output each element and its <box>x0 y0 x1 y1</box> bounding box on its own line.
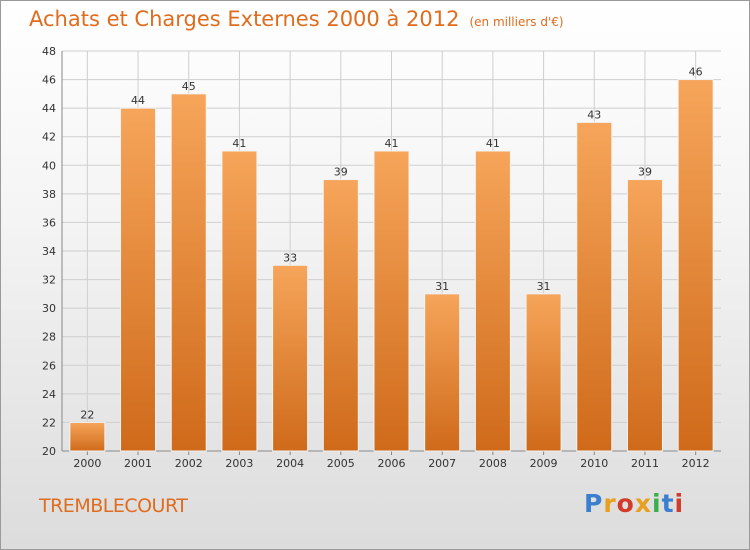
x-tick-label-2011: 2011 <box>631 457 659 470</box>
value-label-2001: 44 <box>131 94 145 107</box>
x-tick-label-2008: 2008 <box>479 457 507 470</box>
chart-title-text: Achats et Charges Externes 2000 à 2012 <box>29 7 460 31</box>
bar-2002 <box>170 93 207 452</box>
value-label-2007: 31 <box>435 280 449 293</box>
value-label-2003: 41 <box>232 137 246 150</box>
logo-letter: o <box>616 489 635 518</box>
y-tick-label: 48 <box>42 45 56 58</box>
logo-letter: P <box>584 489 604 518</box>
bar-2005 <box>322 179 359 452</box>
x-tick-label-2000: 2000 <box>73 457 101 470</box>
labels: 20 22 24 26 28 30 32 34 36 38 40 42 44 46 48 22 2000 44 20… <box>42 45 710 470</box>
logo-letter: r <box>603 489 617 518</box>
x-tick-label-2003: 2003 <box>225 457 253 470</box>
bar-2008 <box>474 150 511 452</box>
y-tick-label: 46 <box>42 74 56 87</box>
y-tick-label: 22 <box>42 416 56 429</box>
value-label-2005: 39 <box>334 166 348 179</box>
y-tick-label: 40 <box>42 159 56 172</box>
x-tick-label-2007: 2007 <box>428 457 456 470</box>
value-label-2012: 46 <box>689 66 703 79</box>
bar-2010 <box>576 121 613 452</box>
x-tick-label-2004: 2004 <box>276 457 304 470</box>
y-tick-label: 42 <box>42 131 56 144</box>
x-tick-label-2001: 2001 <box>124 457 152 470</box>
y-tick-label: 38 <box>42 188 56 201</box>
y-tick-label: 28 <box>42 331 56 344</box>
bar-2011 <box>626 179 663 452</box>
value-label-2011: 39 <box>638 166 652 179</box>
bar-2001 <box>120 107 157 452</box>
bar-2000 <box>69 421 106 452</box>
y-tick-label: 44 <box>42 102 56 115</box>
x-tick-label-2002: 2002 <box>175 457 203 470</box>
y-tick-label: 34 <box>42 245 56 258</box>
value-label-2000: 22 <box>80 408 94 421</box>
value-label-2002: 45 <box>182 80 196 93</box>
location-label: TREMBLECOURT <box>39 495 188 517</box>
bar-2004 <box>272 264 309 452</box>
y-tick-label: 32 <box>42 274 56 287</box>
value-label-2009: 31 <box>537 280 551 293</box>
bar-2007 <box>424 293 461 452</box>
bar-2009 <box>525 293 562 452</box>
value-label-2004: 33 <box>283 251 297 264</box>
y-tick-label: 30 <box>42 302 56 315</box>
y-tick-label: 36 <box>42 216 56 229</box>
value-label-2010: 43 <box>587 108 601 121</box>
bars <box>69 79 714 452</box>
bar-2003 <box>221 150 258 452</box>
logo-letter: i <box>674 489 685 518</box>
value-label-2006: 41 <box>385 137 399 150</box>
y-tick-label: 24 <box>42 388 56 401</box>
chart-subtitle: (en milliers d'€) <box>469 15 564 29</box>
y-tick-label: 26 <box>42 359 56 372</box>
logo-letter: i <box>652 489 662 518</box>
chart-title: Achats et Charges Externes 2000 à 2012 (e… <box>29 7 564 31</box>
x-tick-label-2005: 2005 <box>327 457 355 470</box>
y-tick-label: 20 <box>42 445 56 458</box>
logo-letter: t <box>661 489 675 518</box>
proxiti-logo: Proxiti <box>584 489 684 518</box>
x-tick-label-2006: 2006 <box>378 457 406 470</box>
value-label-2008: 41 <box>486 137 500 150</box>
bar-2006 <box>373 150 410 452</box>
bar-2012 <box>677 79 714 452</box>
logo-letter: x <box>634 489 652 518</box>
x-tick-label-2010: 2010 <box>580 457 608 470</box>
x-tick-label-2012: 2012 <box>682 457 710 470</box>
x-tick-label-2009: 2009 <box>530 457 558 470</box>
